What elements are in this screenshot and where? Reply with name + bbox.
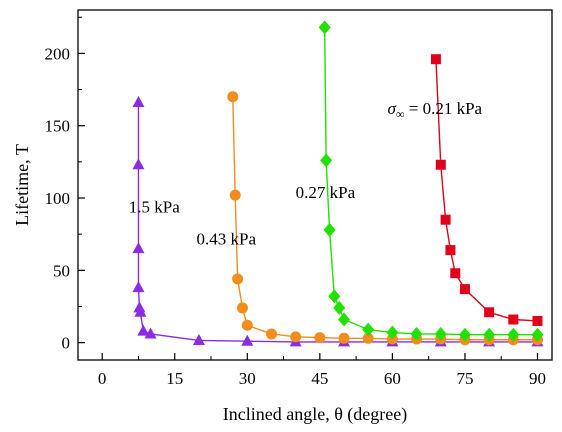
data-point-triangle xyxy=(132,96,145,108)
data-point-circle xyxy=(290,331,302,343)
y-tick-label: 50 xyxy=(53,261,70,280)
data-point-diamond xyxy=(410,326,423,341)
data-point-circle xyxy=(232,273,244,285)
data-point-triangle xyxy=(241,334,254,346)
y-tick-label: 150 xyxy=(45,117,71,136)
series-label-0-21kpa: σ∞ = 0.21 kPa xyxy=(388,99,483,121)
data-point-circle xyxy=(338,332,350,344)
x-tick-label: 75 xyxy=(456,369,473,388)
series-line xyxy=(232,96,538,341)
data-point-circle xyxy=(314,332,326,344)
x-tick-label: 60 xyxy=(384,369,401,388)
axis-ticks: 0 15 30 45 60 75 90 0 50 100 150 200 xyxy=(45,16,546,388)
x-tick-label: 45 xyxy=(311,369,328,388)
x-tick-label: 0 xyxy=(98,369,107,388)
data-point-triangle xyxy=(144,327,157,339)
data-point-circle xyxy=(241,319,253,331)
data-point-triangle xyxy=(134,305,147,317)
data-point-circle xyxy=(362,332,374,344)
data-point-square xyxy=(450,268,461,279)
data-point-circle xyxy=(229,189,241,201)
data-point-diamond xyxy=(320,153,333,168)
data-point-diamond xyxy=(434,326,447,341)
series-line xyxy=(323,27,538,336)
data-point-square xyxy=(440,214,451,225)
plot-frame xyxy=(77,9,553,361)
data-point-triangle xyxy=(132,242,145,254)
data-point-square xyxy=(430,54,441,65)
data-point-diamond xyxy=(318,20,331,35)
y-tick-label: 100 xyxy=(45,189,71,208)
series-diamond xyxy=(318,20,544,342)
x-tick-label: 15 xyxy=(166,369,183,388)
data-point-square xyxy=(484,307,495,318)
series-circle xyxy=(227,91,543,346)
y-axis-title: Lifetime, T xyxy=(12,144,32,226)
data-point-diamond xyxy=(338,312,351,327)
x-tick-label: 30 xyxy=(239,369,256,388)
data-point-diamond xyxy=(507,327,520,342)
data-point-circle xyxy=(227,91,239,103)
data-point-square xyxy=(508,314,519,325)
data-point-diamond xyxy=(531,327,544,342)
data-point-square xyxy=(459,284,470,295)
data-point-circle xyxy=(265,328,277,340)
data-point-triangle xyxy=(132,281,145,293)
data-point-diamond xyxy=(362,322,375,337)
data-point-diamond xyxy=(386,325,399,340)
data-point-square xyxy=(532,315,543,326)
y-tick-label: 200 xyxy=(45,44,71,63)
data-point-diamond xyxy=(333,300,346,315)
y-tick-label: 0 xyxy=(62,334,71,353)
data-point-diamond xyxy=(328,289,341,304)
series-label-0-27kpa: 0.27 kPa xyxy=(296,183,356,202)
labels-layer: Lifetime, T Inclined angle, θ (degree) 1… xyxy=(12,99,483,425)
sigma-symbol: σ xyxy=(388,99,397,118)
series-label-1-5kpa: 1.5 kPa xyxy=(129,197,180,216)
data-point-diamond xyxy=(483,327,496,342)
series-layer xyxy=(132,20,544,347)
x-tick-label: 90 xyxy=(529,369,546,388)
series-square xyxy=(430,54,543,326)
data-point-square xyxy=(435,159,446,170)
plot-area xyxy=(77,9,553,361)
infinity-subscript: ∞ xyxy=(396,107,405,121)
sigma-value: = 0.21 kPa xyxy=(405,99,483,118)
data-point-circle xyxy=(236,302,248,314)
data-point-triangle xyxy=(132,158,145,170)
series-triangle xyxy=(132,96,544,347)
series-label-0-43kpa: 0.43 kPa xyxy=(197,229,257,248)
data-point-triangle xyxy=(137,324,150,336)
data-point-diamond xyxy=(458,327,471,342)
data-point-diamond xyxy=(323,222,336,237)
data-point-triangle xyxy=(192,333,205,345)
data-point-square xyxy=(445,245,456,256)
x-axis-title: Inclined angle, θ (degree) xyxy=(223,404,408,425)
